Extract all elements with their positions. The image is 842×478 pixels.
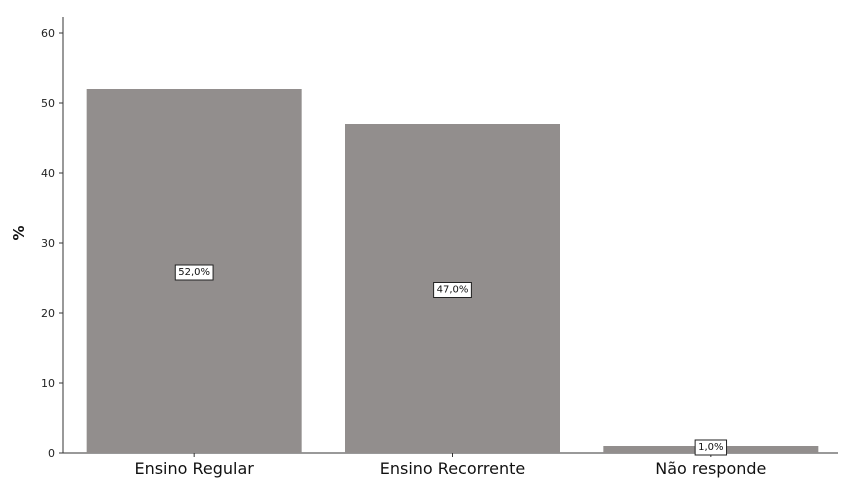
y-tick-label: 10 [41,377,55,390]
y-tick-label: 30 [41,237,55,250]
data-label-text: 52,0% [178,267,210,278]
data-label-box [433,282,472,298]
data-label-box [174,264,214,281]
axes: 0 10 20 30 40 50 60 Ensino Regular Ensino Recorr… [41,17,838,478]
data-label-text: 47,0% [437,285,469,296]
x-category-label: Ensino Recorrente [380,459,526,478]
data-label-text: 1,0% [698,442,723,453]
y-axis-title: % [10,225,28,240]
y-tick-label: 50 [41,97,55,110]
x-category-label: Ensino Regular [134,459,254,478]
data-label: 52,0% [174,264,214,281]
data-label: 47,0% [433,282,472,298]
y-tick-label: 60 [41,27,55,40]
data-label-box [694,439,728,456]
y-tick-label: 40 [41,167,55,180]
x-category-label: Não responde [655,459,766,478]
y-tick-label: 20 [41,307,55,320]
data-labels: 52,0% 47,0% 1,0% [174,264,728,456]
y-tick-label: 0 [48,447,55,460]
data-label: 1,0% [694,439,728,456]
